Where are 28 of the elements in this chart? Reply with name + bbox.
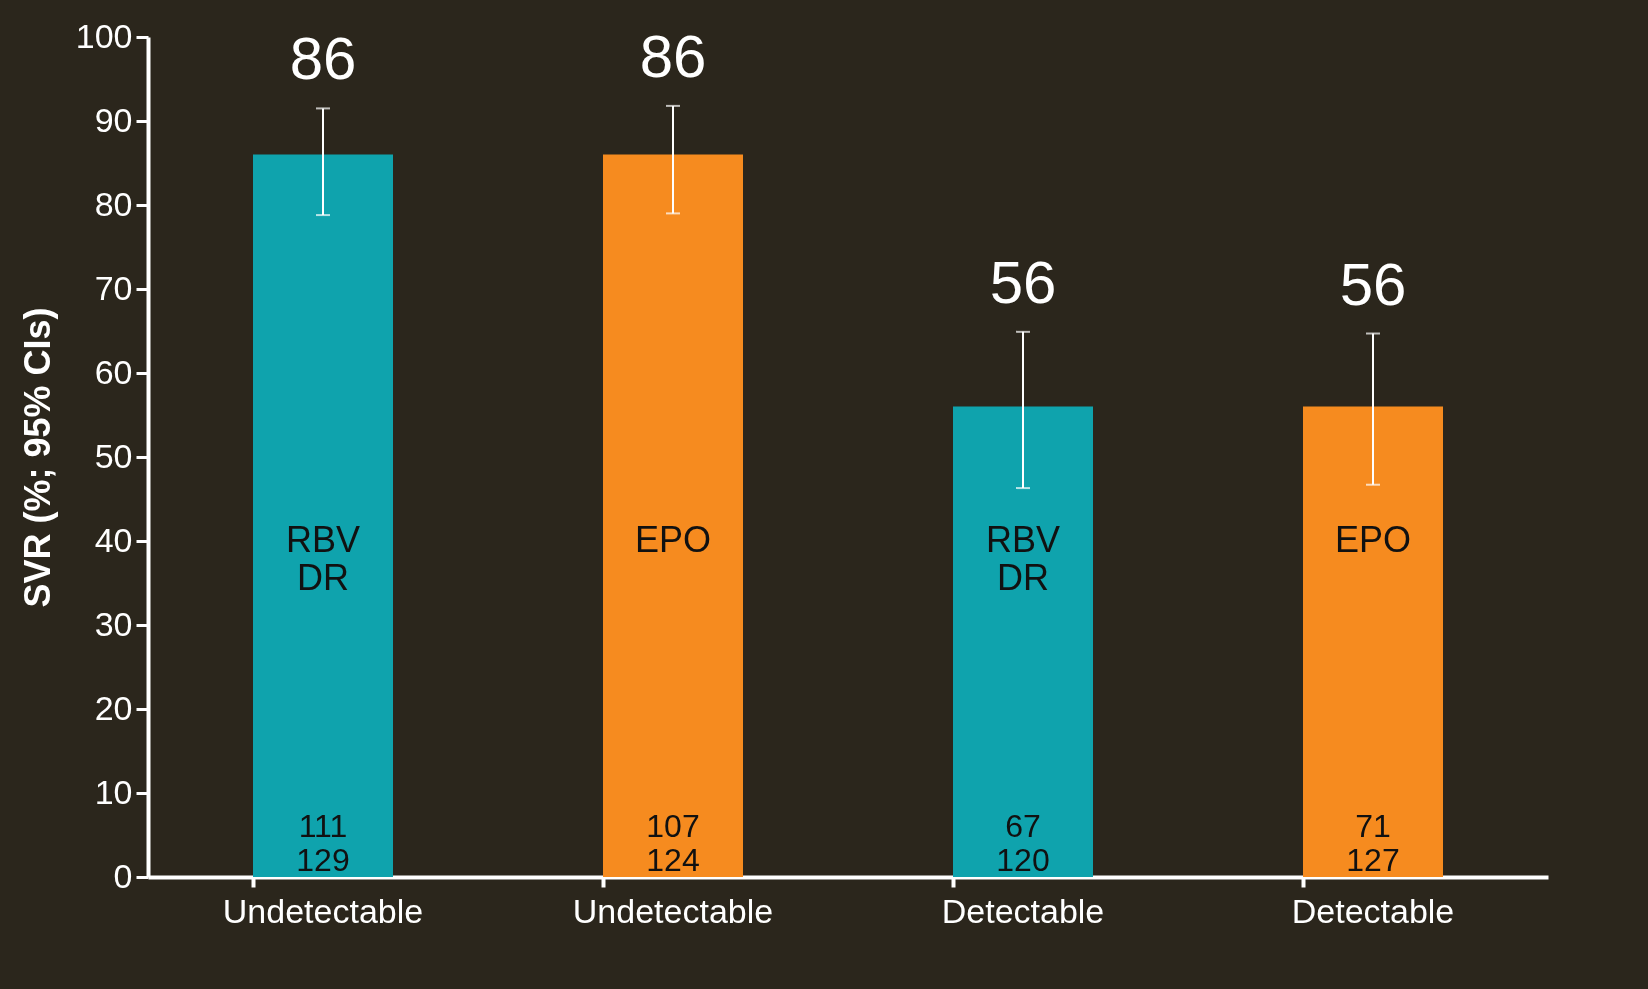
y-axis-title: SVR (%; 95% CIs)	[16, 307, 58, 608]
data-label: 56	[1339, 250, 1407, 318]
x-tick-label: Detectable	[941, 891, 1105, 930]
y-tick-label: 90	[94, 100, 133, 139]
annotation: EPO	[634, 519, 712, 560]
annotation: 111 129	[296, 808, 350, 878]
annotation: RBV DR	[285, 519, 361, 598]
x-tick-label: Undetectable	[222, 891, 424, 930]
y-tick-label: 80	[94, 184, 133, 223]
y-tick-label: 30	[94, 604, 133, 643]
annotation: 71 127	[1346, 808, 1400, 878]
y-tick-label: 0	[113, 856, 133, 895]
annotation: 107 124	[646, 808, 700, 878]
annotation: 67 120	[996, 808, 1050, 878]
y-tick-label: 50	[94, 436, 133, 475]
x-tick-label: Undetectable	[572, 891, 774, 930]
y-tick-label: 20	[94, 688, 133, 727]
annotation: EPO	[1334, 519, 1412, 560]
data-label: 56	[989, 248, 1057, 316]
y-tick-label: 60	[94, 352, 133, 391]
y-tick-label: 100	[75, 16, 133, 55]
y-tick-label: 10	[94, 772, 133, 811]
y-tick-label: 70	[94, 268, 133, 307]
data-label: 86	[289, 25, 357, 93]
data-label: 86	[639, 22, 707, 90]
x-tick-label: Detectable	[1291, 891, 1455, 930]
y-tick-label: 40	[94, 520, 133, 559]
annotation: RBV DR	[985, 519, 1061, 598]
